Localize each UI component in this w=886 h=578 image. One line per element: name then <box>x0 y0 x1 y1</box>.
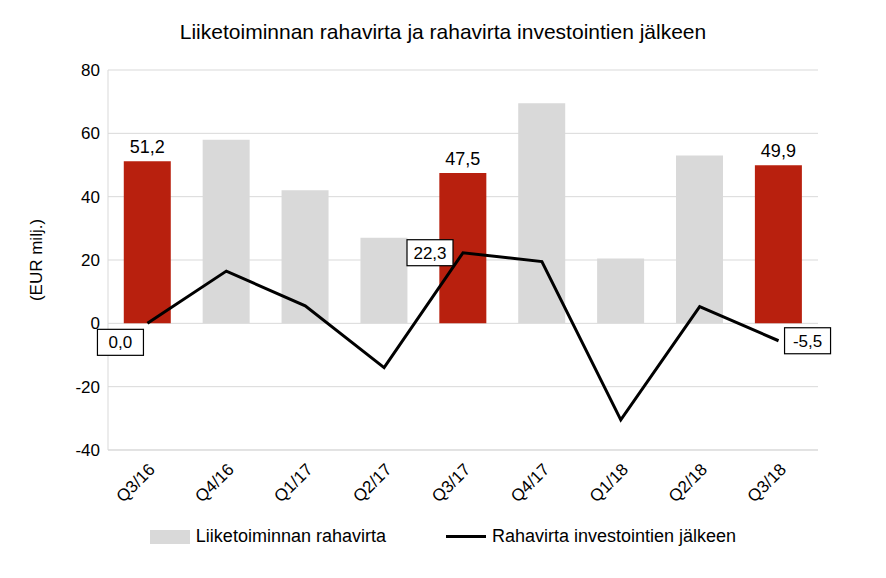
svg-text:47,5: 47,5 <box>445 149 480 169</box>
svg-text:Q3/18: Q3/18 <box>744 460 790 506</box>
svg-text:80: 80 <box>81 61 100 80</box>
svg-text:Q1/17: Q1/17 <box>270 460 316 506</box>
svg-text:Q2/18: Q2/18 <box>665 460 711 506</box>
svg-text:(EUR milj.): (EUR milj.) <box>27 219 46 301</box>
svg-text:Q1/18: Q1/18 <box>586 460 632 506</box>
svg-text:60: 60 <box>81 124 100 143</box>
svg-text:Q4/16: Q4/16 <box>192 460 238 506</box>
html-text:Liiketoiminnan rahavirta ja ra: Liiketoiminnan rahavirta ja rahavirta in… <box>179 20 707 43</box>
html-text:Liiketoiminnan rahavirta: Liiketoiminnan rahavirta <box>195 526 386 546</box>
svg-text:-40: -40 <box>75 441 100 460</box>
svg-text:0: 0 <box>91 314 100 333</box>
svg-text:20: 20 <box>81 251 100 270</box>
svg-text:Q2/17: Q2/17 <box>349 460 395 506</box>
svg-text:0,0: 0,0 <box>109 333 133 352</box>
svg-text:40: 40 <box>81 188 100 207</box>
svg-text:22,3: 22,3 <box>413 244 446 263</box>
svg-text:-5,5: -5,5 <box>793 332 822 351</box>
svg-text:51,2: 51,2 <box>130 137 165 157</box>
svg-text:Q4/17: Q4/17 <box>507 460 553 506</box>
svg-text:-20: -20 <box>75 378 100 397</box>
svg-text:Q3/16: Q3/16 <box>113 460 159 506</box>
svg-text:Q3/17: Q3/17 <box>428 460 474 506</box>
html-text:Rahavirta investointien jälkee: Rahavirta investointien jälkeen <box>492 526 737 546</box>
svg-text:49,9: 49,9 <box>761 141 796 161</box>
